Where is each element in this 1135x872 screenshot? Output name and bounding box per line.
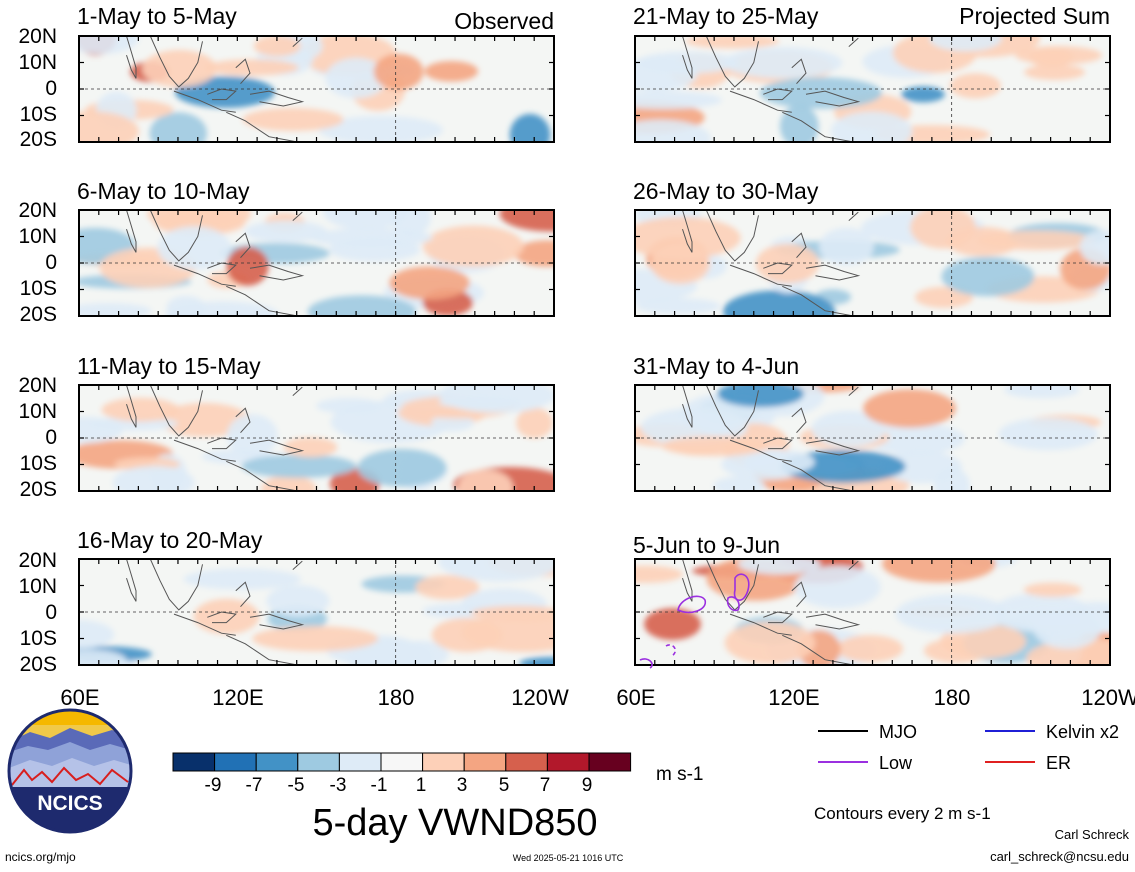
panel-title-obs-4: 16-May to 20-May [77,527,263,553]
colorbar-swatch [297,752,340,772]
svg-text:20S: 20S [20,653,57,676]
logo-text: NCICS [37,792,102,815]
colorbar-swatch [505,752,548,772]
panel-title-proj-4: 5-Jun to 9-Jun [633,532,780,558]
svg-text:180: 180 [378,685,415,710]
map-panel [634,384,1111,492]
footer-email[interactable]: carl_schreck@ncsu.edu [990,849,1129,864]
map-panel [78,209,555,317]
svg-text:20S: 20S [20,478,57,501]
observed-label: Observed [454,8,554,34]
colorbar-swatch [422,752,465,772]
colorbar-tick: 3 [457,775,468,796]
map-panels [78,35,1111,669]
colorbar-swatch [546,752,590,772]
figure-title: 5-day VWND850 [312,802,597,844]
svg-text:60E: 60E [616,685,655,710]
svg-text:120E: 120E [212,685,263,710]
map-panel [78,384,555,492]
lon-labels-right: 60E 120E 180 120W [616,685,1135,710]
colorbar-swatch [338,752,382,772]
svg-text:20S: 20S [20,128,57,151]
map-panel [78,35,555,143]
svg-text:60E: 60E [60,685,99,710]
legend-label-low: Low [879,753,913,773]
svg-text:20N: 20N [18,374,57,397]
svg-text:10N: 10N [18,400,57,423]
colorbar-tick-labels: -9 -7 -5 -3 -1 1 3 5 7 9 [205,775,593,796]
svg-text:20N: 20N [18,199,57,222]
svg-text:10S: 10S [20,452,57,475]
map-panel [634,209,1111,317]
colorbar-swatch [463,752,507,772]
colorbar-tick: -9 [205,775,222,796]
legend-label-mjo: MJO [879,722,917,742]
panel-title-obs-2: 6-May to 10-May [77,178,250,204]
svg-text:10N: 10N [18,225,57,248]
panel-title-proj-3: 31-May to 4-Jun [633,353,799,379]
svg-text:10N: 10N [18,51,57,74]
colorbar-tick: 7 [540,775,551,796]
svg-text:0: 0 [45,251,57,274]
svg-text:10S: 10S [20,103,57,126]
footer-author: Carl Schreck [1055,827,1130,842]
svg-text:10S: 10S [20,627,57,650]
colorbar-tick: 9 [582,775,593,796]
svg-text:0: 0 [45,426,57,449]
svg-text:120E: 120E [768,685,819,710]
panel-title-obs-1: 1-May to 5-May [77,3,237,29]
lat-labels-1: 20N 10N 0 10S 20S [18,25,57,151]
legend-label-kelvin: Kelvin x2 [1046,722,1119,742]
svg-text:10S: 10S [20,277,57,300]
colorbar-units: m s-1 [656,764,704,785]
legend-label-er: ER [1046,753,1071,773]
svg-text:180: 180 [934,685,971,710]
colorbar-tick: -7 [246,775,263,796]
svg-text:10N: 10N [18,575,57,598]
panel-title-obs-3: 11-May to 15-May [77,353,261,379]
projected-sum-label: Projected Sum [959,3,1110,29]
svg-text:20N: 20N [18,549,57,572]
svg-text:120W: 120W [1081,685,1135,710]
svg-text:0: 0 [45,77,57,100]
colorbar-tick: -1 [371,775,388,796]
footer-url[interactable]: ncics.org/mjo [5,850,76,864]
colorbar-tick: -5 [288,775,305,796]
panel-title-proj-2: 26-May to 30-May [633,178,819,204]
map-panel [634,35,1111,143]
map-panel [634,558,1111,669]
svg-text:20S: 20S [20,303,57,326]
panel-title-proj-1: 21-May to 25-May [633,3,819,29]
colorbar-swatch [255,752,299,772]
colorbar-swatch [214,752,257,772]
colorbar-swatch [380,752,424,772]
map-panel [78,558,555,666]
footer-timestamp: Wed 2025-05-21 1016 UTC [513,853,624,863]
colorbar-swatch [588,752,632,772]
colorbar-swatch [172,752,216,772]
ncics-logo: NCICS [7,708,133,834]
colorbar-tick: 1 [416,775,427,796]
colorbar-tick: 5 [499,775,510,796]
lat-labels-3: 20N 10N 0 10S 20S [18,374,57,501]
svg-text:20N: 20N [18,25,57,48]
svg-text:120W: 120W [511,685,569,710]
colorbar-tick: -3 [330,775,347,796]
colorbar [172,752,632,772]
lon-labels-left: 60E 120E 180 120W [60,685,569,710]
lat-labels-2: 20N 10N 0 10S 20S [18,199,57,326]
contour-note: Contours every 2 m s-1 [814,804,991,823]
lat-labels-4: 20N 10N 0 10S 20S [18,549,57,676]
svg-text:0: 0 [45,601,57,624]
legend: MJO Kelvin x2 Low ER [818,722,1119,773]
